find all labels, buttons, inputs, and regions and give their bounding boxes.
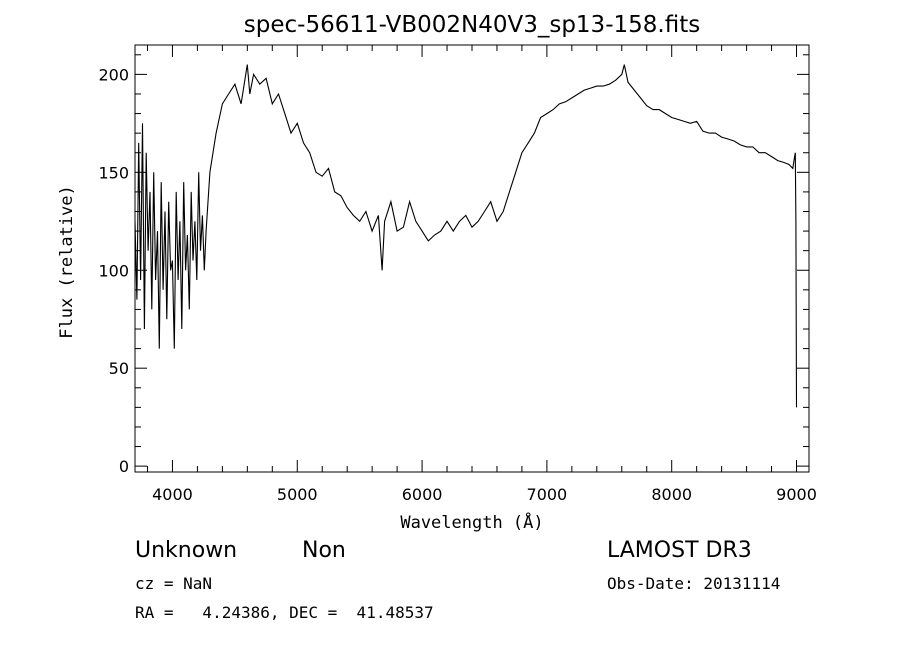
x-tick-label: 4000	[152, 485, 193, 504]
class-label: Unknown	[135, 538, 238, 563]
axes	[135, 45, 809, 472]
x-tick-label: 9000	[776, 485, 817, 504]
obs-date-text: Obs-Date: 20131114	[607, 574, 781, 593]
subclass-label: Non	[302, 538, 346, 563]
survey-label: LAMOST DR3	[607, 538, 752, 563]
x-tick-label: 8000	[651, 485, 692, 504]
plot-frame	[134, 44, 810, 473]
cz-text: cz = NaN	[135, 574, 213, 593]
chart-title: spec-56611-VB002N40V3_sp13-158.fits	[244, 12, 700, 38]
y-tick-label: 200	[98, 65, 129, 84]
x-tick-label: 6000	[402, 485, 443, 504]
y-tick-label: 0	[119, 457, 129, 476]
y-tick-label: 50	[109, 359, 129, 378]
radec-text: RA = 4.24386, DEC = 41.48537	[135, 603, 434, 622]
x-tick-label: 7000	[527, 485, 568, 504]
y-tick-label: 100	[98, 261, 129, 280]
y-axis-label: Flux (relative)	[57, 185, 77, 339]
tick-labels: 4000 5000 6000 7000 8000 9000 0 50 100 150 200	[98, 65, 816, 504]
x-axis-label: Wavelength (Å)	[400, 511, 543, 533]
spectrum-line	[134, 64, 798, 408]
x-tick-label: 5000	[277, 485, 318, 504]
y-tick-label: 150	[98, 163, 129, 182]
